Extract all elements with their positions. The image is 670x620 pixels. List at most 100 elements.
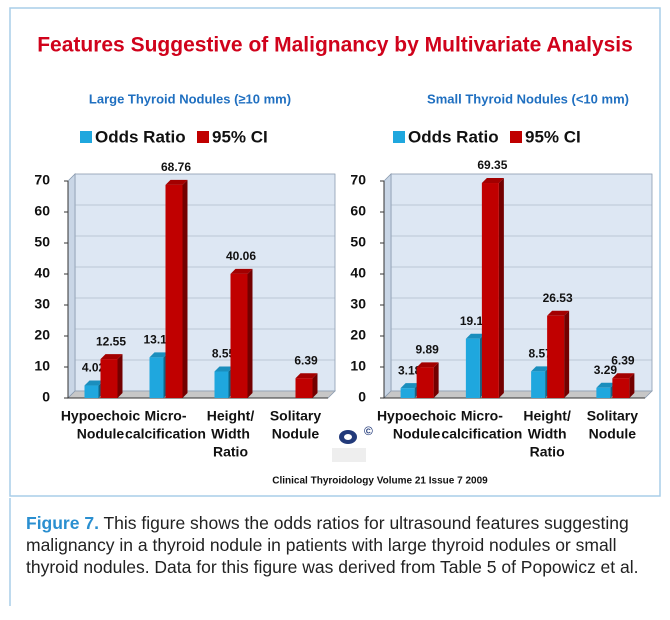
caption-text: This figure shows the odds ratios for ul…: [26, 513, 639, 577]
legend-swatch: [510, 131, 522, 143]
bar-side: [564, 310, 570, 398]
y-tick-label: 0: [358, 389, 366, 405]
x-tick-label: Hypoechoic: [377, 408, 457, 424]
caption-label: Figure 7.: [26, 513, 99, 533]
bar-top: [596, 382, 616, 388]
data-label: 40.06: [226, 249, 256, 263]
side-wall: [67, 173, 76, 399]
bar-side: [312, 373, 318, 398]
legend-swatch: [197, 131, 209, 143]
y-tick-label: 30: [350, 296, 366, 312]
bar-top: [416, 362, 439, 368]
x-tick-label: Nodule: [393, 426, 441, 442]
bar: [596, 387, 611, 398]
x-tick-label: Micro-: [145, 408, 187, 424]
bar: [465, 338, 480, 398]
x-tick-label: Ratio: [213, 444, 248, 460]
y-tick-label: 50: [350, 234, 366, 250]
x-tick-label: Ratio: [530, 444, 565, 460]
caption: Figure 7. This figure shows the odds rat…: [26, 512, 656, 578]
data-label: 8.55: [212, 347, 236, 361]
caption-rule: [9, 498, 11, 606]
side-wall: [383, 173, 392, 399]
bar-top: [165, 179, 188, 185]
bar-side: [117, 354, 123, 398]
bar: [100, 359, 118, 398]
bar-top: [149, 352, 169, 358]
x-tick-label: Height/: [207, 408, 255, 424]
y-tick-label: 10: [350, 358, 366, 374]
bar: [416, 367, 434, 398]
data-label: 3.29: [594, 363, 618, 377]
bar: [481, 183, 499, 398]
x-tick-label: calcification: [441, 426, 522, 442]
y-tick-label: 0: [42, 389, 50, 405]
data-label: 3.18: [398, 363, 422, 377]
figure: Features Suggestive of Malignancy by Mul…: [9, 7, 661, 497]
data-label: 69.35: [477, 158, 507, 172]
bar: [531, 371, 546, 398]
bar-side: [247, 268, 253, 398]
data-label: 68.76: [161, 160, 191, 174]
bar: [84, 385, 99, 398]
chart-title: Large Thyroid Nodules (≥10 mm): [89, 91, 291, 106]
data-label: 9.89: [415, 343, 439, 357]
chart-title: Small Thyroid Nodules (<10 mm): [427, 91, 629, 106]
bar-top: [531, 366, 551, 372]
y-tick-label: 50: [34, 234, 50, 250]
bar-top: [612, 373, 635, 379]
y-tick-label: 20: [350, 327, 366, 343]
legend-label: 95% CI: [212, 127, 268, 146]
bar: [149, 357, 164, 398]
bar-side: [629, 373, 635, 398]
x-tick-label: Solitary: [270, 408, 322, 424]
data-label: 6.39: [611, 353, 635, 367]
bar-top: [230, 268, 253, 274]
y-tick-label: 10: [34, 358, 50, 374]
y-tick-label: 70: [34, 172, 50, 188]
logo-symbol: ©: [364, 424, 373, 438]
bar: [400, 388, 415, 398]
data-label: 12.55: [96, 334, 126, 348]
bar-top: [214, 366, 234, 372]
bar-top: [400, 383, 420, 389]
y-tick-label: 40: [350, 265, 366, 281]
bar: [214, 371, 229, 398]
source: Clinical Thyroidology Volume 21 Issue 7 …: [272, 476, 488, 487]
data-label: 6.39: [294, 353, 318, 367]
x-tick-label: Solitary: [587, 408, 639, 424]
bar: [547, 315, 565, 398]
bar-top: [481, 178, 504, 184]
y-tick-label: 40: [34, 265, 50, 281]
x-tick-label: Width: [528, 426, 567, 442]
x-tick-label: Height/: [523, 408, 571, 424]
x-tick-label: Nodule: [77, 426, 125, 442]
bar-top: [100, 354, 123, 360]
y-tick-label: 30: [34, 296, 50, 312]
frame: [9, 7, 661, 497]
bar-side: [433, 362, 439, 398]
legend-label: Odds Ratio: [95, 127, 186, 146]
bar-top: [547, 310, 570, 316]
main-title: Features Suggestive of Malignancy by Mul…: [37, 34, 633, 57]
x-tick-label: Width: [211, 426, 250, 442]
legend-label: Odds Ratio: [408, 127, 499, 146]
x-tick-label: calcification: [125, 426, 206, 442]
data-label: 26.53: [543, 291, 573, 305]
x-tick-label: Nodule: [272, 426, 320, 442]
legend-swatch: [80, 131, 92, 143]
bar: [165, 184, 183, 398]
x-tick-label: Hypoechoic: [61, 408, 141, 424]
y-tick-label: 70: [350, 172, 366, 188]
x-tick-label: Micro-: [461, 408, 503, 424]
y-tick-label: 60: [350, 203, 366, 219]
x-tick-label: Nodule: [589, 426, 637, 442]
data-label: 8.57: [528, 347, 552, 361]
legend-swatch: [393, 131, 405, 143]
logo: ©: [332, 424, 373, 462]
bar-side: [498, 178, 504, 398]
y-tick-label: 60: [34, 203, 50, 219]
bar: [612, 378, 630, 398]
bar-top: [465, 333, 485, 339]
